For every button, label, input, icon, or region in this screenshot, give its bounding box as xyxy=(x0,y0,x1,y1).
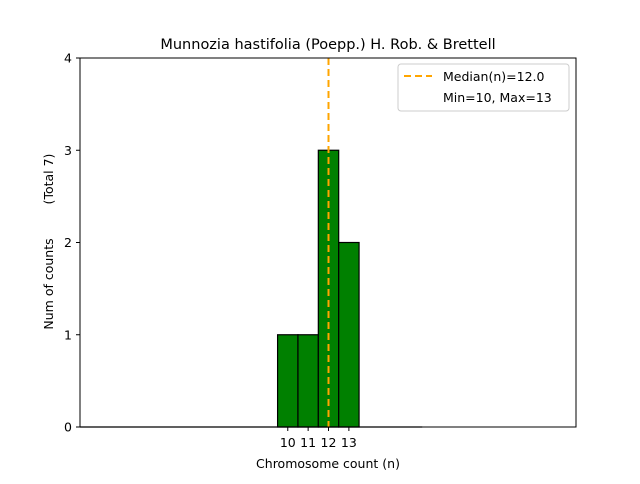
x-tick-label: 11 xyxy=(300,435,316,450)
x-tick-label: 10 xyxy=(280,435,296,450)
y-tick-label: 2 xyxy=(64,235,72,250)
y-tick-label: 3 xyxy=(64,143,72,158)
y-tick-label: 0 xyxy=(64,420,72,435)
y-axis-total-label: (Total 7) xyxy=(41,154,56,205)
legend-box xyxy=(397,63,570,112)
x-tick-label: 13 xyxy=(341,435,357,450)
legend-entry-median: Median(n)=12.0 xyxy=(443,69,544,84)
legend-entry-minmax: Min=10, Max=13 xyxy=(443,90,552,105)
bar-10 xyxy=(276,334,299,428)
bar-13 xyxy=(338,241,360,428)
y-axis-label: Num of counts xyxy=(41,238,56,329)
x-tick-label: 12 xyxy=(321,435,337,450)
bar-11 xyxy=(297,334,319,428)
y-tick-label: 1 xyxy=(64,327,72,342)
y-tick-label: 4 xyxy=(64,51,72,66)
legend: Median(n)=12.0 Min=10, Max=13 xyxy=(397,63,570,112)
chart-title: Munnozia hastifolia (Poepp.) H. Rob. & B… xyxy=(160,37,495,53)
x-axis-label: Chromosome count (n) xyxy=(256,456,400,471)
